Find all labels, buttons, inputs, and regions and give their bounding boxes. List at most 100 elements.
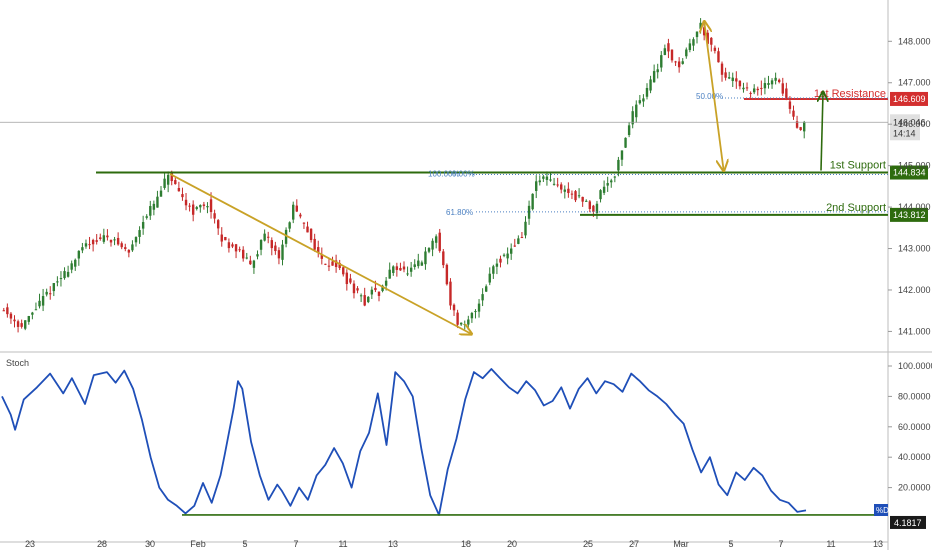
candle-body [731,77,734,82]
candle-body [309,228,313,241]
candle-body [727,77,731,79]
candle-body [152,203,156,210]
fib-label: 100.00% [428,170,460,179]
candle-body [567,188,570,194]
candle-body [202,204,206,206]
candle-body [399,267,402,271]
candle-body [95,240,98,242]
candle-body [249,260,252,265]
candle-body [420,262,424,266]
candle-body [49,293,52,295]
candle-body [495,263,499,267]
candle-body [277,250,281,259]
candle-body [242,249,245,259]
candle-body [270,240,273,249]
candle-body [752,88,756,93]
time-tick-label: 23 [25,539,35,549]
support-1-label: 1st Support [830,160,886,172]
candle-body [438,232,441,251]
time-tick-label: 11 [826,539,835,549]
candle-body [795,121,799,128]
candle-body [31,312,34,315]
candle-body [599,190,602,200]
candle-body [520,237,524,239]
candle-body [452,304,456,311]
candle-body [627,125,631,135]
candle-body [263,233,266,241]
candle-body [417,260,420,267]
candle-body [735,78,738,82]
candle-body [670,49,674,61]
candle-body [456,312,459,325]
candle-body [738,80,742,87]
candle-body [84,243,88,247]
fib-label: 61.80% [446,208,473,217]
candle-body [52,283,56,292]
candle-body [41,296,45,306]
time-tick-label: 5 [242,539,247,549]
candle-body [510,248,513,254]
candle-body [27,316,30,322]
candle-body [231,244,234,247]
retracement-arrow [704,23,723,170]
candle-body [127,249,131,253]
fib-label: 0.00% [452,170,475,179]
candle-body [195,207,198,209]
candle-body [638,100,642,104]
stoch-tick-label: 60.0000 [898,422,931,432]
candle-body [141,222,145,229]
candle-body [320,254,324,259]
candle-body [760,87,763,89]
candle-body [574,191,577,201]
candle-body [431,240,434,250]
candle-body [413,264,416,267]
current-price-countdown: 14:14 [893,128,916,138]
candle-body [224,236,227,241]
current-price-value: 146.046 [893,117,926,127]
resistance-label: 1st Resistance [814,88,886,100]
time-tick-label: Mar [673,539,689,549]
level-price-value: 143.812 [893,210,926,220]
candle-body [367,296,370,303]
candle-body [109,239,113,243]
candle-body [377,291,381,296]
candle-body [99,237,102,239]
time-tick-label: 18 [461,539,471,549]
time-tick-label: 30 [145,539,155,549]
candle-body [259,240,263,250]
candle-body [470,312,474,319]
candle-body [191,204,195,215]
candle-body [695,31,699,38]
candle-body [563,189,566,192]
candle-body [156,196,159,208]
price-tick-label: 148.000 [898,36,931,46]
candle-body [688,43,692,50]
candle-body [531,193,534,210]
candle-body [595,203,599,214]
stoch-d-line [1,368,807,516]
candle-body [199,205,202,208]
candle-body [34,309,38,311]
candle-body [106,235,109,238]
candle-body [338,262,341,269]
time-tick-label: 13 [388,539,398,549]
candle-body [220,234,223,242]
candle-body [395,266,399,270]
candle-body [6,307,9,315]
candle-body [209,199,213,213]
candle-body [620,150,624,160]
candle-body [742,87,745,90]
candle-body [138,230,141,237]
candle-body [302,222,306,224]
candle-body [631,111,634,125]
candle-body [459,322,463,325]
stoch-value-tag [890,515,926,529]
candle-body [213,213,216,219]
candle-body [392,266,395,273]
candle-body [524,221,527,236]
candle-body [345,272,349,285]
candle-body [556,184,559,186]
stoch-value-text: 4.1817 [894,518,922,528]
candle-body [717,51,720,63]
